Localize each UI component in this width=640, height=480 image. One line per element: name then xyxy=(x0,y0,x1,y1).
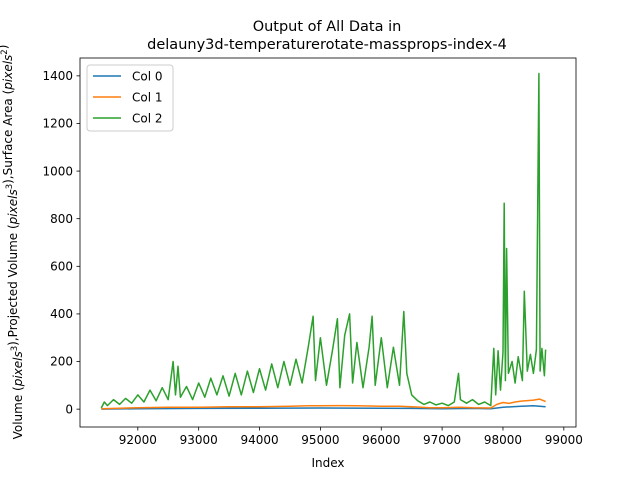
x-tick-label: 92000 xyxy=(119,433,157,447)
y-tick-label: 400 xyxy=(50,307,73,321)
legend-label-col-2: Col 2 xyxy=(132,111,163,125)
legend-box xyxy=(86,64,174,132)
legend-label-col-0: Col 0 xyxy=(132,69,163,83)
y-axis-ticks: 0 200 400 600 800 1000 1200 1400 xyxy=(42,69,80,416)
y-tick-label: 1400 xyxy=(42,69,73,83)
x-axis-ticks: 92000 93000 94000 95000 96000 97000 98000 99000 xyxy=(119,427,583,447)
x-tick-label: 93000 xyxy=(180,433,218,447)
y-axis-label-part: pixels xyxy=(6,189,20,225)
plot-area-frame xyxy=(79,57,577,428)
y-tick-label: 200 xyxy=(50,355,73,369)
x-tick-label: 94000 xyxy=(240,433,278,447)
y-axis-label-part: pixels xyxy=(1,55,15,91)
legend-items: Col 0 Col 1 Col 2 xyxy=(93,69,163,125)
y-axis-label-part: 2 xyxy=(0,49,10,54)
legend-label-col-1: Col 1 xyxy=(132,90,163,104)
x-axis-label: Index xyxy=(311,456,344,470)
x-tick-label: 96000 xyxy=(362,433,400,447)
y-tick-label: 1200 xyxy=(42,117,73,131)
x-tick-label: 95000 xyxy=(301,433,339,447)
legend: Col 0 Col 1 Col 2 xyxy=(86,64,174,132)
y-axis-label-part: ) xyxy=(0,45,10,50)
chart-title-line-1: Output of All Data in xyxy=(253,19,402,35)
x-tick-label: 97000 xyxy=(423,433,461,447)
y-axis-label: Volume (pixels3),Projected Volume (pixel… xyxy=(0,45,25,440)
y-axis-label-part: Volume ( xyxy=(11,386,25,439)
x-tick-label: 98000 xyxy=(484,433,522,447)
y-axis-label-part: ),Projected Volume ( xyxy=(6,224,20,346)
y-axis-label-part: ),Surface Area ( xyxy=(1,90,15,184)
y-tick-label: 800 xyxy=(50,212,73,226)
y-tick-label: 0 xyxy=(65,402,73,416)
y-axis-label-part: 3 xyxy=(10,346,20,351)
y-axis-label-part: pixels xyxy=(11,351,25,387)
y-tick-label: 1000 xyxy=(42,164,73,178)
series-line-col-1 xyxy=(101,398,546,410)
chart-title-line-2: delauny3d-temperaturerotate-massprops-in… xyxy=(147,37,507,53)
y-tick-label: 600 xyxy=(50,260,73,274)
series-line-col-0 xyxy=(101,405,546,410)
series-line-col-2 xyxy=(100,72,547,409)
x-tick-label: 99000 xyxy=(545,433,583,447)
series-layer xyxy=(100,72,547,410)
y-axis-label-part: 3 xyxy=(5,184,15,189)
